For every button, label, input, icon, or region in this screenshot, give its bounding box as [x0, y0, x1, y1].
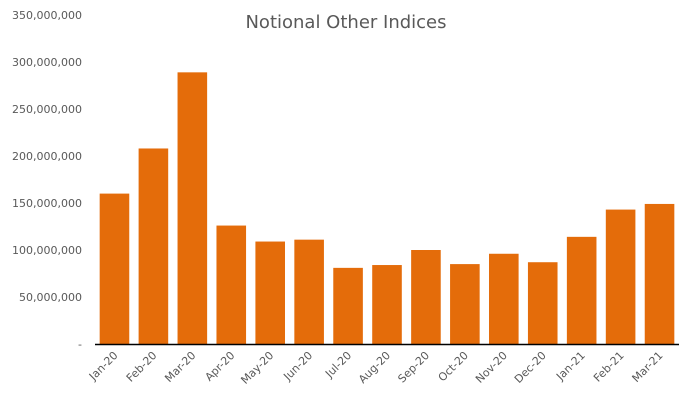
y-tick-label: 250,000,000 — [12, 103, 82, 116]
bar — [644, 203, 675, 344]
y-tick-label: 200,000,000 — [12, 150, 82, 163]
bars — [99, 72, 675, 344]
bar — [450, 264, 480, 344]
y-tick-label: 50,000,000 — [19, 291, 82, 304]
x-tick-label: Jan-21 — [553, 349, 588, 384]
x-tick-label: Dec-20 — [512, 349, 549, 386]
bar — [138, 148, 169, 344]
y-axis-labels: - 50,000,000 100,000,000 150,000,000 200,000… — [12, 9, 82, 351]
x-tick-label: Jan-20 — [86, 349, 121, 384]
x-tick-label: Sep-20 — [395, 349, 432, 386]
x-tick-label: Jun-20 — [280, 349, 315, 384]
bar — [294, 239, 324, 344]
y-tick-label: - — [78, 338, 82, 351]
bar — [99, 193, 130, 344]
x-tick-label: May-20 — [238, 349, 276, 387]
y-tick-label: 350,000,000 — [12, 9, 82, 22]
x-tick-label: Mar-21 — [630, 349, 666, 385]
x-tick-label: Feb-20 — [124, 349, 160, 385]
x-tick-label: Oct-20 — [436, 349, 471, 384]
x-tick-label: Feb-21 — [591, 349, 627, 385]
bar — [216, 225, 247, 344]
y-tick-label: 100,000,000 — [12, 244, 82, 257]
bar — [566, 236, 597, 344]
bar — [411, 250, 441, 344]
x-tick-label: Apr-20 — [203, 349, 238, 384]
y-tick-label: 150,000,000 — [12, 197, 82, 210]
chart-title: Notional Other Indices — [245, 12, 446, 33]
bar — [489, 253, 519, 344]
x-tick-label: Nov-20 — [473, 349, 510, 386]
y-tick-label: 300,000,000 — [12, 56, 82, 69]
bar — [255, 241, 285, 344]
x-tick-label: Mar-20 — [162, 349, 198, 385]
bar — [333, 267, 363, 344]
bar — [527, 262, 558, 344]
x-tick-label: Jul-20 — [322, 349, 354, 381]
bar — [605, 209, 636, 344]
bar — [177, 72, 208, 344]
x-tick-label: Aug-20 — [356, 349, 393, 386]
x-axis-labels: Jan-20 Feb-20 Mar-20 Apr-20 May-20 Jun-20 Jul-… — [86, 349, 666, 387]
bar — [372, 265, 402, 344]
